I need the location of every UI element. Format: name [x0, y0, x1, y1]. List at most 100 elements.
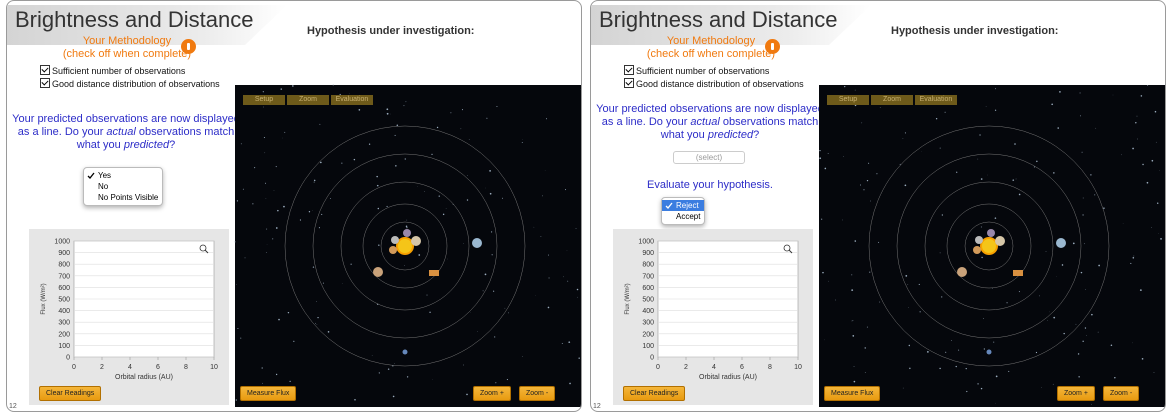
star — [945, 352, 946, 353]
star — [1151, 227, 1152, 228]
question-text: ? — [169, 139, 175, 151]
star — [266, 198, 267, 199]
star — [1019, 291, 1020, 292]
star — [388, 368, 389, 369]
star — [502, 198, 503, 199]
tab[interactable]: Evaluation — [331, 95, 373, 105]
help-icon[interactable] — [181, 39, 196, 54]
probe — [1013, 270, 1023, 276]
checklist-label: Sufficient number of observations — [636, 66, 769, 76]
star — [330, 198, 331, 199]
button[interactable]: Clear Readings — [623, 386, 685, 401]
star — [252, 203, 253, 204]
star — [393, 396, 395, 398]
star — [1095, 128, 1096, 129]
star — [406, 226, 408, 228]
star — [265, 152, 266, 153]
star — [395, 165, 396, 166]
star — [406, 227, 407, 228]
star — [541, 236, 542, 237]
tab[interactable]: Zoom — [871, 95, 913, 105]
check-icon — [87, 172, 95, 179]
button[interactable]: Zoom - — [1103, 386, 1139, 401]
star — [262, 367, 263, 368]
star — [958, 350, 959, 351]
star — [577, 289, 579, 291]
button[interactable]: Clear Readings — [39, 386, 101, 401]
title: Brightness and Distance — [599, 7, 837, 33]
select-box[interactable]: (select) — [673, 151, 745, 164]
check-stroke — [88, 173, 94, 178]
star — [908, 307, 909, 308]
star — [1046, 251, 1047, 252]
checkbox[interactable] — [624, 78, 634, 88]
checkbox[interactable] — [624, 65, 634, 75]
checklist-item[interactable]: Good distance distribution of observatio… — [624, 78, 804, 89]
tab[interactable]: Setup — [827, 95, 869, 105]
dropdown-option[interactable]: Reject — [662, 200, 704, 211]
plot-background — [29, 229, 229, 405]
dropdown-option[interactable]: No — [84, 181, 162, 192]
star — [905, 132, 906, 133]
star — [867, 180, 868, 181]
dropdown-list: YesNoNo Points Visible — [83, 167, 163, 206]
planet — [987, 229, 995, 237]
checkbox[interactable] — [40, 78, 50, 88]
dropdown-option[interactable]: Accept — [662, 211, 704, 222]
star — [1111, 344, 1113, 346]
button[interactable]: Zoom + — [1057, 386, 1095, 401]
star — [292, 85, 294, 87]
star — [288, 312, 289, 313]
button[interactable]: Zoom + — [473, 386, 511, 401]
checkbox[interactable] — [40, 65, 50, 75]
dropdown-option[interactable]: Yes — [84, 170, 162, 181]
help-icon[interactable] — [765, 39, 780, 54]
star — [378, 245, 379, 246]
star — [376, 176, 377, 177]
dropdown-option[interactable]: No Points Visible — [84, 192, 162, 203]
checklist-label: Sufficient number of observations — [52, 66, 185, 76]
star — [387, 113, 389, 115]
star — [1036, 161, 1037, 162]
tab[interactable]: Zoom — [287, 95, 329, 105]
star — [563, 276, 564, 277]
planet — [995, 236, 1005, 246]
orbit — [947, 204, 1031, 288]
star — [909, 345, 910, 346]
checklist-item[interactable]: Sufficient number of observations — [40, 65, 185, 76]
star — [1083, 198, 1084, 199]
star — [1157, 203, 1158, 204]
star — [429, 242, 430, 243]
star — [1141, 95, 1143, 97]
star — [995, 217, 997, 219]
checklist-item[interactable]: Good distance distribution of observatio… — [40, 78, 220, 89]
sky — [235, 85, 581, 407]
checklist-label: Good distance distribution of observatio… — [636, 79, 804, 89]
checklist-item[interactable]: Sufficient number of observations — [624, 65, 769, 76]
star — [979, 134, 980, 135]
star — [1019, 194, 1021, 196]
sun — [397, 238, 413, 254]
star — [263, 91, 264, 92]
button[interactable]: Measure Flux — [240, 386, 296, 401]
star — [854, 381, 856, 383]
star — [443, 214, 444, 215]
star — [852, 335, 854, 337]
star — [1078, 376, 1079, 377]
star — [920, 311, 921, 312]
star — [276, 227, 278, 229]
star — [863, 189, 864, 190]
button[interactable]: Measure Flux — [824, 386, 880, 401]
star — [828, 281, 829, 282]
tab[interactable]: Setup — [243, 95, 285, 105]
star — [828, 153, 829, 154]
star — [851, 274, 852, 275]
star — [844, 86, 845, 87]
tab[interactable]: Evaluation — [915, 95, 957, 105]
star — [941, 296, 942, 297]
star — [977, 159, 978, 160]
question-emphasis: predicted — [124, 139, 169, 151]
button[interactable]: Zoom - — [519, 386, 555, 401]
star — [1133, 256, 1134, 257]
star — [977, 383, 978, 384]
